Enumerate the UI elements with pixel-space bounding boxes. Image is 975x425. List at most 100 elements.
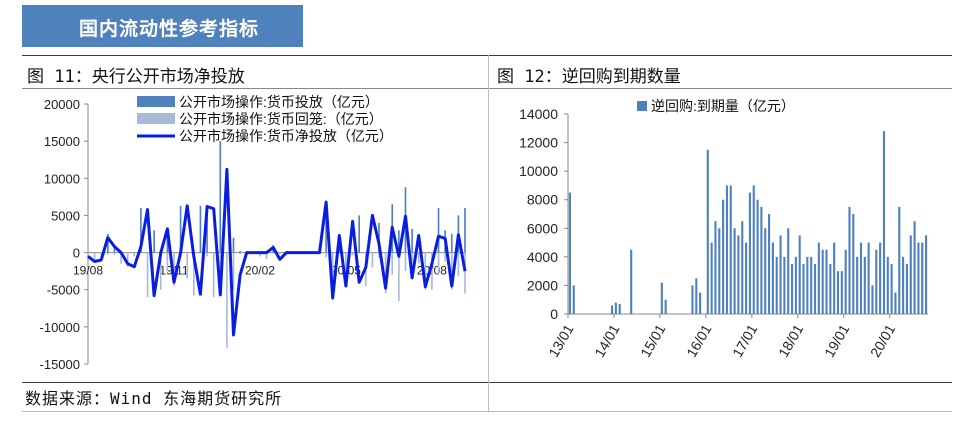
chart1-withdraw-bar [378,252,380,258]
chart1-withdraw-bar [120,252,122,264]
chart2-x-tick-label: 17/01 [729,321,760,360]
chart2-expire-bar [745,242,748,314]
chart2-expire-bar [741,221,744,314]
chart1-withdraw-bar [398,252,400,301]
chart2-expire-bar [844,249,847,314]
chart1-withdraw-bar [417,252,420,264]
chart2-expire-bar [706,149,709,314]
chart2-expire-bar [618,304,621,314]
chart2-y-tick-label: 6000 [527,220,558,236]
chart1-withdraw-bar [437,252,440,275]
chart1-withdraw-bar [325,252,327,258]
chart1-legend-swatch [137,113,175,124]
chart2-x-tick-label: 20/01 [867,321,898,360]
chart2-expire-bar [871,285,874,314]
chart2-expire-bar [752,185,755,314]
chart1-invest-bar [358,215,361,253]
chart2-expire-bar [737,235,740,314]
chart2-x-tick-label: 15/01 [637,321,668,360]
chart1-withdraw-bar [192,252,195,296]
chart1-withdraw-bar [464,252,466,294]
chart1-invest-bar [450,234,453,253]
chart2-expire-bar [725,185,728,314]
chart1-y-tick-label: 10000 [44,171,80,186]
chart1-withdraw-bar [166,252,169,272]
chart1-withdraw-bar [186,252,189,279]
chart2-expire-bar [568,192,571,314]
chart2-expire-bar [810,256,813,314]
chart2-expire-bar [921,242,924,314]
chart1-withdraw-bar [444,252,446,262]
panel-divider [488,55,489,412]
chart2-x-tick-label: 18/01 [775,321,806,360]
chart1-withdraw-bar [345,252,347,286]
chart1-legend-swatch [137,96,175,107]
chart2-expire-bar [764,228,767,314]
chart2-expire-bar [886,256,889,314]
chart2-expire-bar [909,235,912,314]
chart1-invest-bar [232,237,235,253]
chart2-x-tick-label: 13/01 [545,321,576,360]
chart2-expire-bar [867,242,870,314]
chart2-expire-bar [856,256,859,314]
chart1-withdraw-bar [87,252,89,257]
chart1-withdraw-bar [173,252,175,286]
chart2-expire-bar [798,235,801,314]
chart1-y-tick-label: 20000 [44,97,80,112]
chart2-expire-bar [714,221,717,314]
chart2-expire-bar [718,228,721,314]
chart1-withdraw-bar [351,252,354,256]
chart2-expire-bar [894,292,897,314]
chart2-expire-bar [691,285,694,314]
chart2-x-tick-label: 16/01 [683,321,714,360]
chart1-x-tick-label: 20/02 [245,264,275,278]
chart2-x-tick-label: 14/01 [591,321,622,360]
chart1-withdraw-bar [265,252,268,260]
top-divider [22,55,952,56]
chart2-expire-bar [806,256,809,314]
chart1-net-line [87,167,467,337]
chart2-expire-bar [790,264,794,314]
chart1-withdraw-bar [338,252,341,254]
chart2-expire-bar [898,206,901,314]
chart2-legend-label: 逆回购:到期量（亿元） [651,98,795,114]
chart1-withdraw-bar [278,252,281,255]
chart1-y-tick-label: -5000 [47,283,80,298]
chart2-expire-bar [902,256,905,314]
chart2-expire-bar [779,235,782,314]
chart1-x-tick-label: 19/08 [73,264,103,278]
chart2-expire-bar [840,271,843,314]
chart1-legend-label: 公开市场操作:货币净投放（亿元） [179,128,393,144]
chart2-expire-bar [813,264,817,314]
chart2-expire-bar [879,242,882,314]
chart1-withdraw-bar [133,252,136,257]
chart2-expire-bar [802,264,805,314]
chart1-y-tick-label: -10000 [40,320,80,335]
chart1-invest-bar [398,230,400,253]
chart2-expire-bar [756,199,759,314]
chart1-y-tick-label: -15000 [40,357,80,372]
chart1-withdraw-bar [411,252,413,265]
chart2-expire-bar [699,292,702,314]
chart2-expire-bar [829,264,832,314]
chart2-expire-bar [882,131,886,314]
chart2-y-tick-label: 4000 [527,249,558,265]
chart1-withdraw-bar [431,252,433,290]
chart1-invest-bar [325,200,327,253]
chart1-withdraw-bar [232,252,235,290]
chart2-expire-bar [572,285,575,314]
chart2-legend-swatch [637,101,647,111]
chart2-expire-bar [863,256,866,314]
chart1-withdraw-bar [93,252,96,262]
chart1-withdraw-bar [457,252,460,277]
chart1-invest-bar [411,228,413,253]
chart2-expire-bar [890,264,893,314]
chart1-invest-bar [153,230,155,253]
section-title: 国内流动性参考指标 [79,18,260,40]
chart1-plot: 20000 15000 10000 5000 0 -5000 -10000 -15000 19/… [40,94,467,372]
chart2-expire-bar [917,242,920,314]
chart1-y-tick-label: 0 [73,246,80,261]
chart2-y-tick-label: 10000 [519,163,558,179]
chart1-invest-bar [206,208,208,253]
